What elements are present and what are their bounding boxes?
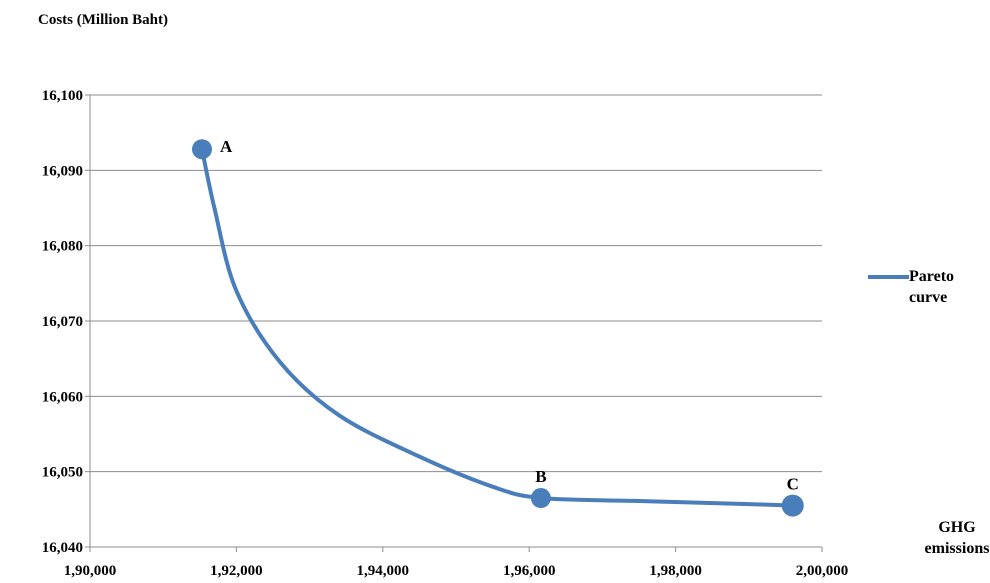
axes [85, 94, 823, 552]
y-tick-label: 16,060 [42, 389, 83, 405]
y-tick-label: 16,100 [42, 88, 83, 104]
point-marker-c [781, 494, 804, 517]
y-tick-labels: 16,040 16,050 16,060 16,070 16,080 16,090 16,1… [42, 88, 83, 556]
highlighted-points: A B C [191, 137, 804, 517]
legend-swatch [868, 275, 909, 279]
y-tick-label: 16,040 [42, 540, 83, 556]
series-layer [200, 147, 795, 508]
y-tick-label: 16,070 [42, 314, 83, 330]
pareto-curve-line [200, 147, 795, 508]
point-label-b: B [535, 467, 546, 486]
y-tick-label: 16,080 [42, 239, 83, 255]
x-tick-label: 1,92,000 [210, 563, 263, 579]
point-label-c: C [787, 475, 799, 494]
point-label-a: A [220, 137, 233, 156]
x-tick-label: 2,00,000 [796, 563, 849, 579]
x-tick-label: 1,94,000 [357, 563, 410, 579]
y-axis-label: Costs (Million Baht) [38, 12, 169, 28]
x-tick-label: 1,98,000 [649, 563, 702, 579]
point-marker-b [530, 488, 551, 509]
point-marker-a [191, 139, 212, 160]
gridlines [90, 94, 822, 473]
y-tick-label: 16,050 [42, 465, 83, 481]
x-tick-labels: 1,90,000 1,92,000 1,94,000 1,96,000 1,98,000… [64, 563, 849, 579]
legend-label: Pareto curve [909, 268, 955, 306]
x-axis-label: GHG emissions [924, 519, 990, 557]
x-tick-label: 1,96,000 [503, 563, 556, 579]
legend: Pareto curve [868, 266, 969, 308]
x-tick-label: 1,90,000 [64, 563, 117, 579]
y-tick-label: 16,090 [42, 163, 83, 179]
